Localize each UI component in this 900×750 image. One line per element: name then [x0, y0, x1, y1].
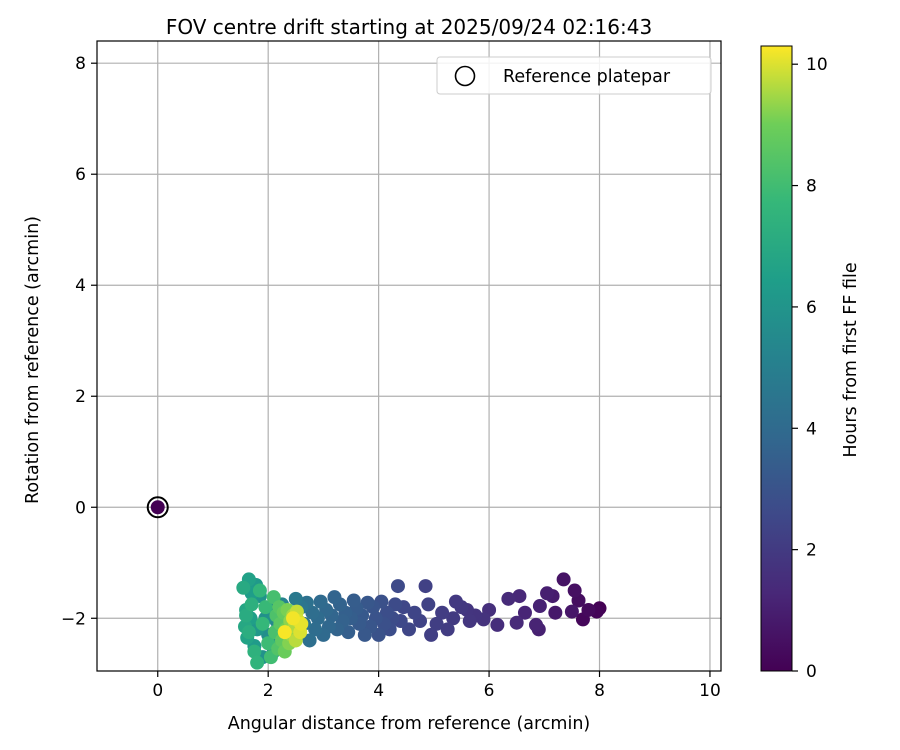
- data-point: [532, 599, 547, 614]
- data-point: [448, 594, 463, 609]
- data-point: [313, 594, 328, 609]
- data-point: [346, 593, 361, 608]
- colorbar-tick-label: 6: [806, 298, 817, 318]
- colorbar: 0 2 4 6 8 10 Hours from first FF file: [760, 45, 861, 682]
- legend-marker: [454, 65, 476, 87]
- legend: Reference platepar: [436, 56, 712, 95]
- x-tick-label: 4: [373, 681, 384, 701]
- data-point: [418, 579, 433, 594]
- colorbar-gradient: [760, 45, 793, 672]
- reference-point: [150, 500, 165, 515]
- data-point: [244, 597, 259, 612]
- x-tick-label: 6: [484, 681, 495, 701]
- colorbar-tick-label: 10: [806, 55, 828, 75]
- data-point: [462, 614, 477, 629]
- x-tick-label: 0: [152, 681, 163, 701]
- y-tick-label: 6: [75, 165, 86, 185]
- x-tick-label: 10: [699, 681, 721, 701]
- data-point: [258, 600, 273, 615]
- data-point: [490, 617, 505, 632]
- data-point: [341, 625, 356, 640]
- data-point: [247, 644, 262, 659]
- data-point: [360, 595, 375, 610]
- data-point: [548, 605, 563, 620]
- data-point: [236, 580, 251, 595]
- colorbar-label: Hours from first FF file: [841, 262, 861, 457]
- data-point: [357, 627, 372, 642]
- colorbar-tick-label: 8: [806, 177, 817, 197]
- data-point: [540, 586, 555, 601]
- colorbar-tick-label: 0: [806, 662, 817, 682]
- reference-marker: [146, 496, 169, 519]
- x-axis-title: Angular distance from reference (arcmin): [228, 714, 591, 734]
- data-point: [239, 608, 254, 623]
- data-point: [512, 589, 527, 604]
- data-point: [517, 605, 532, 620]
- legend-label: Reference platepar: [503, 67, 671, 87]
- y-tick-label: 0: [75, 498, 86, 518]
- data-point: [379, 605, 394, 620]
- data-point: [429, 616, 444, 631]
- data-point: [424, 627, 439, 642]
- data-point: [446, 611, 461, 626]
- data-point: [327, 590, 342, 605]
- reference-platepar-marker: [146, 496, 169, 519]
- data-point: [302, 633, 317, 648]
- data-point: [440, 622, 455, 637]
- data-point: [308, 622, 323, 637]
- data-point: [581, 602, 596, 617]
- grid: [97, 41, 721, 671]
- x-tick-label: 8: [594, 681, 605, 701]
- data-point: [277, 625, 292, 640]
- y-tick-label: 2: [75, 387, 86, 407]
- data-point: [556, 572, 571, 587]
- data-point: [241, 625, 256, 640]
- data-point: [567, 583, 582, 598]
- data-point: [509, 615, 524, 630]
- plot-frame: [96, 40, 722, 672]
- colorbar-tick-label: 2: [806, 541, 817, 561]
- data-point: [390, 579, 405, 594]
- y-tick-label: 8: [75, 54, 86, 74]
- y-tick-label: −2: [61, 609, 86, 629]
- data-point: [435, 605, 450, 620]
- x-axis: 0 2 4 6 8 10: [152, 671, 721, 701]
- y-axis-title: Rotation from reference (arcmin): [23, 216, 43, 504]
- data-point: [288, 591, 303, 606]
- data-point: [501, 591, 516, 606]
- colorbar-ticks: 0 2 4 6 8 10: [792, 55, 828, 682]
- data-points: [150, 500, 607, 670]
- colorbar-tick-label: 4: [806, 419, 817, 439]
- data-point: [529, 617, 544, 632]
- data-point: [250, 655, 265, 670]
- plot-area: [97, 41, 721, 671]
- data-point: [564, 604, 579, 619]
- y-axis: −2 0 2 4 6 8: [61, 54, 97, 629]
- chart-title: FOV centre drift starting at 2025/09/24 …: [166, 15, 652, 39]
- data-point: [421, 597, 436, 612]
- data-point: [407, 605, 422, 620]
- x-tick-label: 2: [263, 681, 274, 701]
- data-point: [252, 583, 267, 598]
- y-tick-label: 4: [75, 276, 86, 296]
- data-point: [255, 616, 270, 631]
- data-point: [286, 611, 301, 626]
